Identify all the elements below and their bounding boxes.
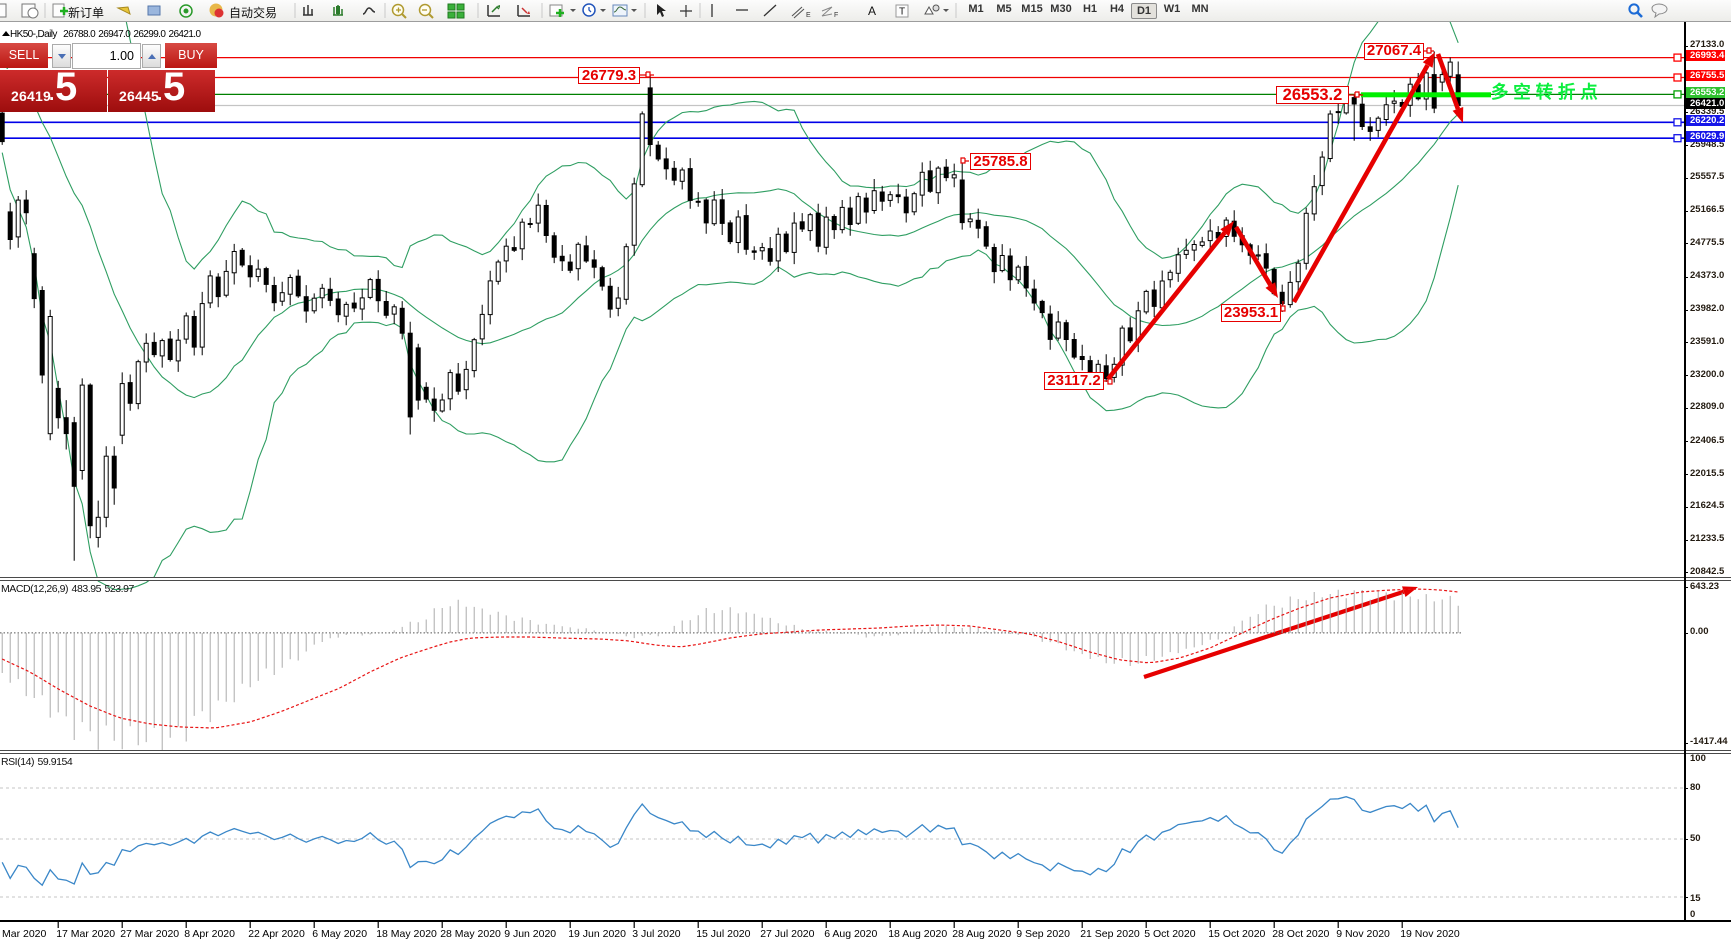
svg-text:A: A xyxy=(868,4,876,18)
svg-text:T: T xyxy=(899,7,905,18)
svg-text:F: F xyxy=(834,12,838,19)
svg-text:E: E xyxy=(806,12,811,19)
